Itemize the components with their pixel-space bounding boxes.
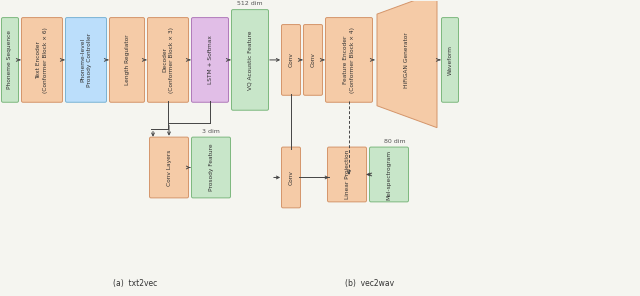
Text: 80 dim: 80 dim <box>384 139 406 144</box>
FancyBboxPatch shape <box>1 17 19 102</box>
Text: 512 dim: 512 dim <box>237 1 263 6</box>
Text: Mel-spectrogram: Mel-spectrogram <box>387 149 392 200</box>
FancyBboxPatch shape <box>326 17 372 102</box>
FancyBboxPatch shape <box>22 17 63 102</box>
FancyBboxPatch shape <box>150 137 189 198</box>
Text: 3 dim: 3 dim <box>202 129 220 133</box>
Text: VQ Acoustic Feature: VQ Acoustic Feature <box>248 30 253 90</box>
FancyBboxPatch shape <box>109 17 145 102</box>
FancyBboxPatch shape <box>442 17 458 102</box>
Text: Length Regulator: Length Regulator <box>125 35 129 85</box>
Text: Phoneme Sequence: Phoneme Sequence <box>8 30 13 89</box>
FancyBboxPatch shape <box>191 137 230 198</box>
Text: Conv: Conv <box>289 170 294 185</box>
FancyBboxPatch shape <box>282 25 301 95</box>
FancyBboxPatch shape <box>303 25 323 95</box>
Text: (b)  vec2wav: (b) vec2wav <box>346 279 395 288</box>
FancyBboxPatch shape <box>65 17 106 102</box>
FancyBboxPatch shape <box>147 17 189 102</box>
Text: Conv: Conv <box>310 52 316 67</box>
Text: Feature Encoder
(Conformer Block × 4): Feature Encoder (Conformer Block × 4) <box>344 27 355 93</box>
Text: Waveform: Waveform <box>447 45 452 75</box>
Text: Prosody Feature: Prosody Feature <box>209 144 214 191</box>
Text: Conv Layers: Conv Layers <box>166 149 172 186</box>
Text: Linear Projection: Linear Projection <box>344 150 349 199</box>
Text: HiFiGAN Generator: HiFiGAN Generator <box>404 32 410 88</box>
Text: Text Encoder
(Conformer Block × 6): Text Encoder (Conformer Block × 6) <box>36 27 47 93</box>
Text: Conv: Conv <box>289 52 294 67</box>
FancyBboxPatch shape <box>369 147 408 202</box>
Text: (a)  txt2vec: (a) txt2vec <box>113 279 157 288</box>
Text: Phoneme-level
Prosody Controller: Phoneme-level Prosody Controller <box>81 33 92 87</box>
FancyBboxPatch shape <box>328 147 367 202</box>
FancyBboxPatch shape <box>232 9 269 110</box>
FancyBboxPatch shape <box>282 147 301 208</box>
Text: LSTM + Softmax: LSTM + Softmax <box>207 36 212 84</box>
Polygon shape <box>377 0 437 128</box>
FancyBboxPatch shape <box>191 17 228 102</box>
Text: Decoder
(Conformer Block × 3): Decoder (Conformer Block × 3) <box>163 27 173 93</box>
